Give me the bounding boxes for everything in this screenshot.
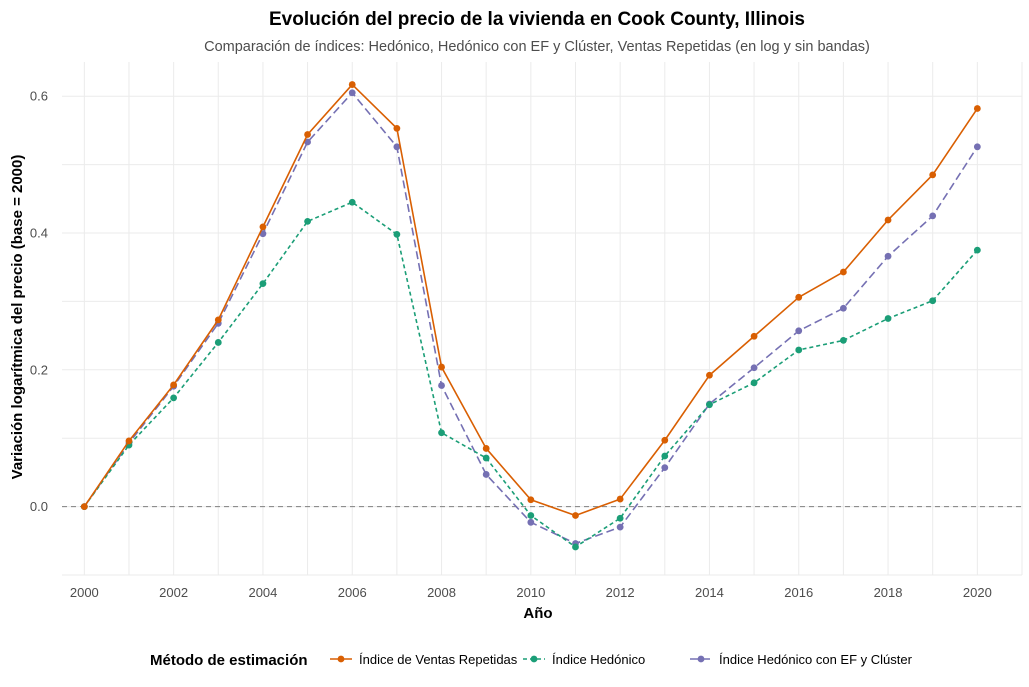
data-point xyxy=(795,327,803,335)
data-point xyxy=(438,382,445,389)
x-tick-label: 2000 xyxy=(70,585,99,600)
data-point xyxy=(839,304,847,312)
x-tick-label: 2012 xyxy=(606,585,635,600)
data-point xyxy=(393,124,401,132)
data-point xyxy=(482,454,490,462)
grid-layer xyxy=(62,62,1023,576)
data-point xyxy=(348,89,356,97)
data-point xyxy=(527,496,535,504)
x-tick-label: 2008 xyxy=(427,585,456,600)
data-point xyxy=(750,332,758,340)
data-point xyxy=(884,216,892,224)
data-point xyxy=(393,143,401,151)
data-point xyxy=(973,246,981,254)
data-point xyxy=(616,523,624,531)
legend-item: Índice Hedónico con EF y Clúster xyxy=(690,652,913,667)
data-point xyxy=(170,381,178,389)
chart-title: Evolución del precio de la vivienda en C… xyxy=(269,9,805,30)
data-point xyxy=(616,495,624,503)
x-axis-title: Año xyxy=(523,605,552,622)
data-point xyxy=(527,518,535,526)
legend-item: Índice Hedónico xyxy=(523,652,645,667)
x-tick-label: 2004 xyxy=(248,585,277,600)
legend-items: Índice de Ventas Repetidas Índice Hedónic… xyxy=(330,652,913,667)
legend-item: Índice de Ventas Repetidas xyxy=(330,652,518,667)
data-point xyxy=(482,471,490,478)
x-tick-label: 2014 xyxy=(695,585,724,600)
x-tick-label: 2010 xyxy=(516,585,545,600)
legend: Método de estimación Índice de Ventas Re… xyxy=(150,652,913,669)
data-point xyxy=(527,512,535,519)
series-group xyxy=(80,198,981,551)
data-point xyxy=(706,371,713,379)
y-tick-label: 0.6 xyxy=(30,89,48,104)
data-point xyxy=(973,143,981,151)
data-point xyxy=(973,105,981,112)
data-point xyxy=(259,223,267,231)
data-point xyxy=(214,316,222,324)
data-point xyxy=(661,464,669,472)
data-point xyxy=(750,379,758,387)
y-tick-label: 0.0 xyxy=(30,499,48,514)
data-point xyxy=(572,512,579,519)
data-point xyxy=(661,436,669,444)
data-point xyxy=(304,217,311,225)
data-point xyxy=(214,339,222,346)
data-point xyxy=(170,394,178,402)
legend-key-point xyxy=(337,655,345,663)
x-tick-label: 2006 xyxy=(338,585,367,600)
data-point xyxy=(438,429,445,437)
data-point xyxy=(929,171,937,179)
legend-label: Índice Hedónico xyxy=(552,652,645,667)
y-axis-title: Variación logarítmica del precio (base =… xyxy=(9,155,26,480)
x-tick-label: 2002 xyxy=(159,585,188,600)
chart-subtitle: Comparación de índices: Hedónico, Hedóni… xyxy=(204,39,870,55)
data-point xyxy=(259,280,267,288)
y-tick-label: 0.4 xyxy=(30,226,48,241)
data-point xyxy=(616,514,624,522)
data-point xyxy=(348,198,356,206)
data-point xyxy=(304,138,311,146)
tick-layer: 2000 2002 2004 2006 2008 2010 2012 2014 2016 2018… xyxy=(30,89,992,600)
data-point xyxy=(839,268,847,276)
data-point xyxy=(929,297,937,305)
legend-title: Método de estimación xyxy=(150,652,308,669)
data-point xyxy=(661,452,669,460)
legend-key-point xyxy=(530,655,538,663)
data-point xyxy=(706,401,713,409)
series-layer xyxy=(80,81,981,551)
legend-label: Índice Hedónico con EF y Clúster xyxy=(719,652,913,667)
data-point xyxy=(795,293,803,301)
data-point xyxy=(750,364,758,372)
legend-label: Índice de Ventas Repetidas xyxy=(359,652,518,667)
legend-key-point xyxy=(697,655,705,663)
x-tick-label: 2020 xyxy=(963,585,992,600)
data-point xyxy=(884,252,892,260)
data-point xyxy=(929,212,937,220)
data-point xyxy=(839,336,847,344)
series-group xyxy=(80,81,981,519)
data-point xyxy=(348,81,356,88)
x-tick-label: 2016 xyxy=(784,585,813,600)
data-point xyxy=(393,230,401,238)
data-point xyxy=(884,315,892,322)
y-tick-label: 0.2 xyxy=(30,362,48,377)
data-point xyxy=(304,131,311,138)
data-point xyxy=(438,363,445,371)
data-point xyxy=(795,346,803,354)
data-point xyxy=(125,437,133,445)
data-point xyxy=(572,543,579,551)
x-tick-label: 2018 xyxy=(874,585,903,600)
data-point xyxy=(80,503,88,510)
data-point xyxy=(482,445,490,452)
